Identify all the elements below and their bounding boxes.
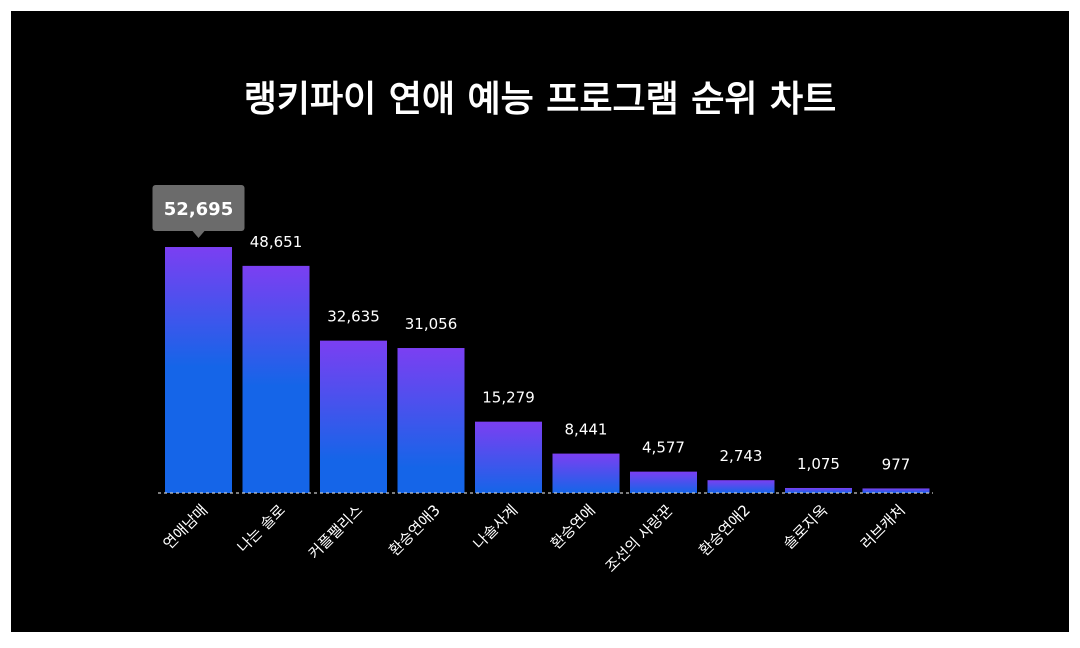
category-label: 러브캐처: [857, 501, 909, 553]
category-label: 연애남매: [160, 501, 212, 553]
value-label: 1,075: [797, 455, 840, 473]
bar-3[interactable]: [320, 340, 387, 493]
category-label: 나는 솔로: [234, 501, 289, 556]
bar-10[interactable]: [862, 488, 930, 493]
category-label: 솔로지옥: [780, 501, 832, 553]
chart-title: 랭키파이 연애 예능 프로그램 순위 차트: [243, 79, 837, 120]
value-label: 31,056: [405, 315, 458, 333]
bar-9[interactable]: [785, 487, 852, 493]
category-label: 커플팰리스: [305, 501, 367, 563]
tooltip-value: 52,695: [164, 199, 233, 220]
tooltip-box: [152, 185, 245, 231]
value-label: 8,441: [565, 421, 608, 439]
bar-7[interactable]: [630, 471, 697, 493]
category-label: 조선의 사랑꾼: [602, 501, 677, 576]
bar-6[interactable]: [552, 453, 620, 493]
bar-8[interactable]: [707, 480, 775, 493]
category-label: 환승연애2: [695, 501, 754, 560]
bar-5[interactable]: [475, 421, 542, 493]
bar-1[interactable]: [165, 247, 232, 493]
value-label: 977: [882, 455, 911, 473]
value-tooltip: 52,695: [152, 185, 245, 238]
value-label: 4,577: [642, 439, 685, 457]
value-label: 48,651: [250, 233, 303, 251]
value-label: 15,279: [482, 389, 535, 407]
category-label: 환승연애: [547, 501, 599, 553]
value-label: 32,635: [327, 308, 380, 326]
tooltip-arrow: [192, 231, 205, 238]
value-label: 2,743: [720, 447, 763, 465]
bar-4[interactable]: [397, 348, 465, 493]
category-label: 나솔사계: [470, 501, 522, 553]
bar-2[interactable]: [242, 265, 310, 493]
category-label: 환승연애3: [385, 501, 444, 560]
